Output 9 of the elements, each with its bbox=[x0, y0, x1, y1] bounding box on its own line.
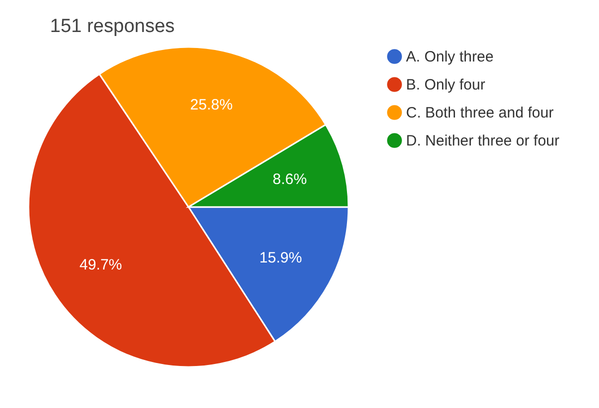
legend-label: C. Both three and four bbox=[406, 104, 554, 122]
data-label: 8.6% bbox=[272, 170, 307, 188]
data-label: 25.8% bbox=[190, 96, 233, 114]
legend-label: A. Only three bbox=[406, 48, 494, 66]
data-label: 49.7% bbox=[79, 256, 122, 274]
legend-label: D. Neither three or four bbox=[406, 132, 560, 150]
legend-label: B. Only four bbox=[406, 76, 486, 94]
chart-title: 151 responses bbox=[50, 16, 175, 37]
data-label: 15.9% bbox=[259, 249, 302, 266]
